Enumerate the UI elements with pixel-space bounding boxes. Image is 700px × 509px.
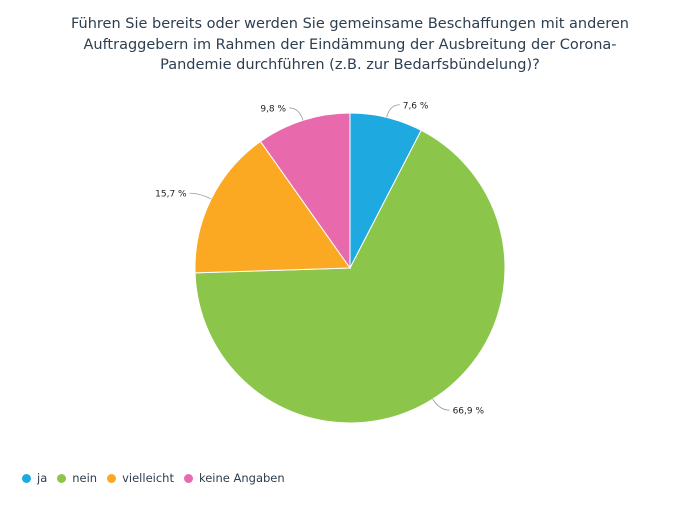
pie-slice-vielleicht[interactable] [194, 140, 351, 274]
chart-title-line-2: Auftraggebern im Rahmen der Eindämmung d… [83, 36, 617, 53]
legend-item-nein[interactable]: nein [57, 471, 97, 485]
data-label-ja: 7,6 % [403, 101, 429, 111]
data-label-nein: 66,9 % [453, 407, 485, 417]
connector-keine-angaben [289, 107, 304, 121]
legend-label-keine-angaben: keine Angaben [198, 471, 285, 485]
connector-ja [386, 104, 400, 118]
connector-vielleicht [189, 192, 212, 200]
data-label-keine-angaben: 9,8 % [260, 104, 286, 114]
legend-label-nein: nein [72, 471, 98, 485]
legend-label-vielleicht: vielleicht [122, 471, 174, 485]
pie-slice-nein[interactable] [194, 129, 506, 424]
legend-label-ja: ja [37, 471, 48, 485]
legend-item-ja[interactable]: ja [22, 471, 47, 485]
chart-title-line-3: Pandemie durchführen (z.B. zur Bedarfsbü… [160, 57, 540, 73]
connector-nein [432, 398, 450, 411]
legend-item-vielleicht[interactable]: vielleicht [107, 471, 174, 485]
chart-title: Führen Sie bereits oder werden Sie gemei… [0, 14, 700, 76]
chart-legend: ja nein vielleicht keine Angaben [22, 471, 295, 485]
data-label-vielleicht: 15,7 % [155, 190, 187, 200]
chart-title-line-1: Führen Sie bereits oder werden Sie gemei… [70, 16, 629, 32]
legend-marker-nein [57, 473, 67, 483]
legend-item-keine-angaben[interactable]: keine Angaben [183, 471, 285, 485]
legend-marker-ja [22, 473, 31, 483]
legend-marker-keine-angaben [183, 473, 193, 483]
legend-marker-vielleicht [107, 473, 117, 483]
